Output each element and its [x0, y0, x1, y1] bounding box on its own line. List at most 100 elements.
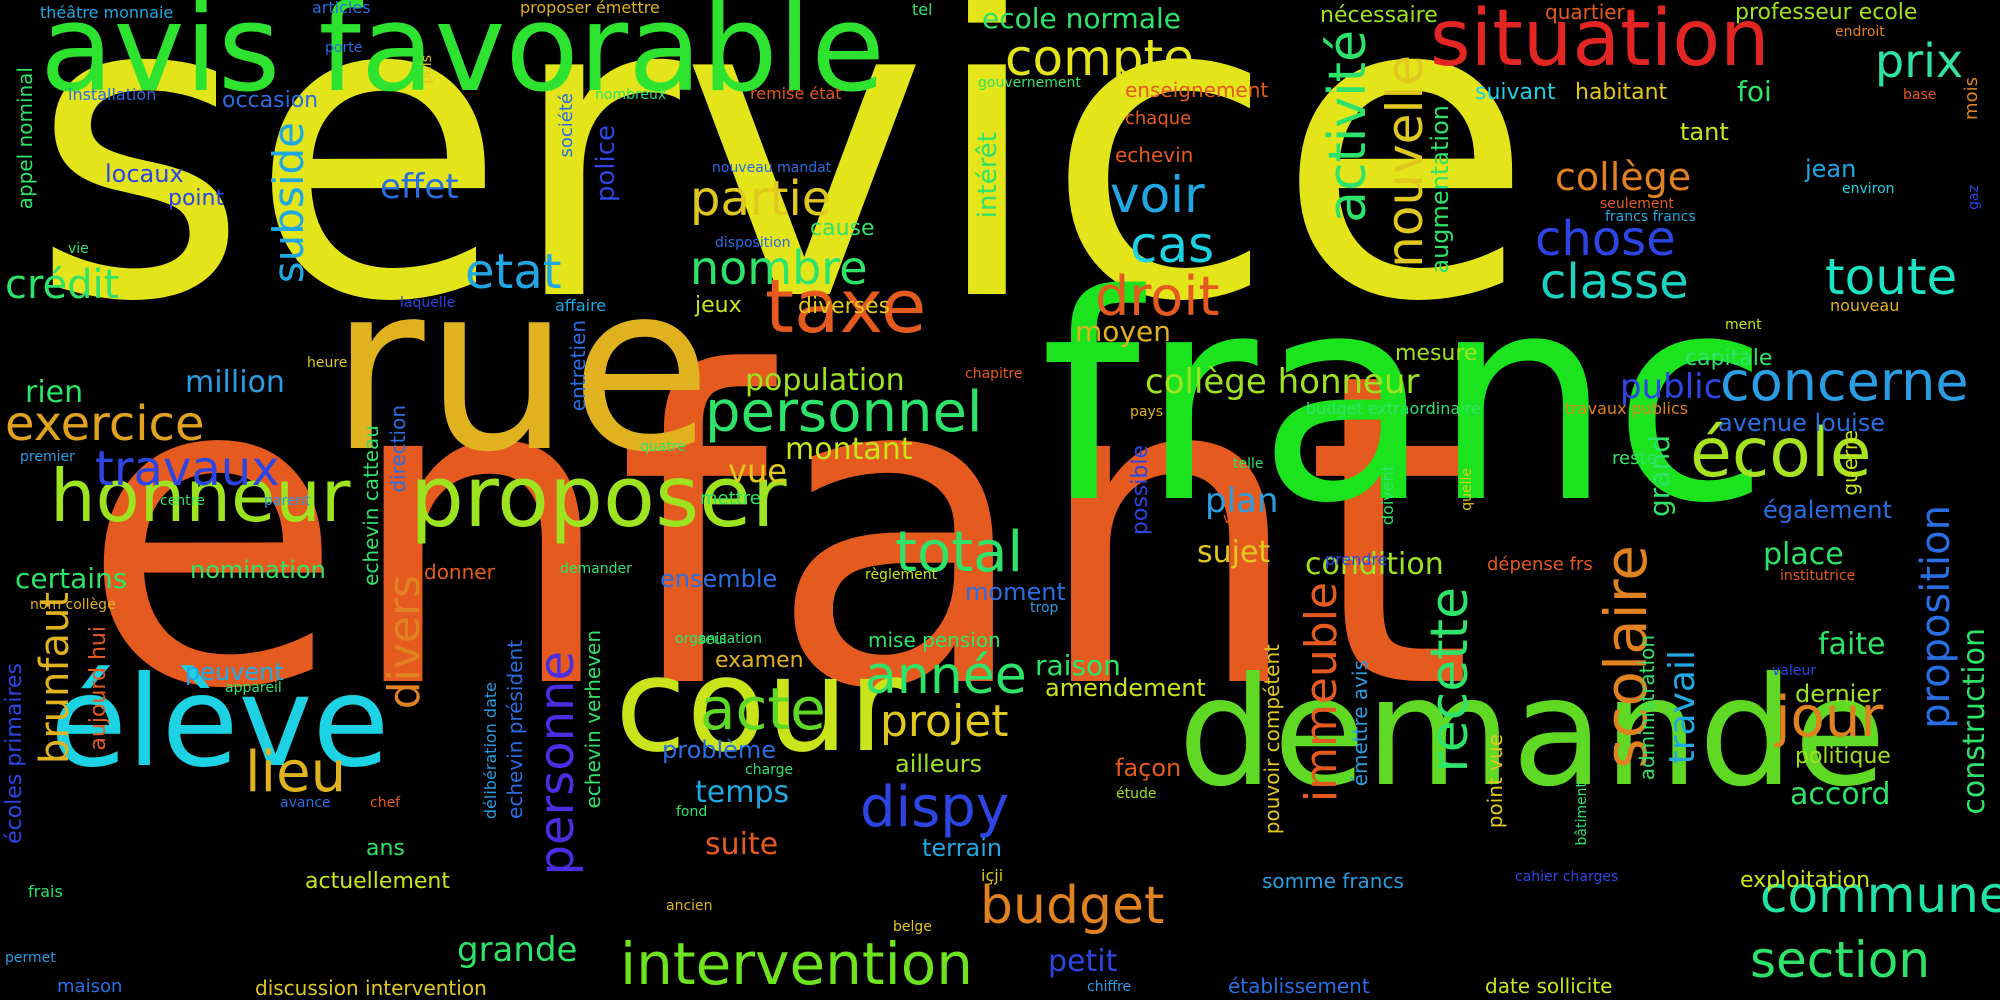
word-sujet: sujet [1197, 535, 1271, 570]
word-faite: faite [1818, 627, 1886, 662]
word-seul: seul [698, 632, 727, 648]
word-proposer: proposer [410, 448, 787, 547]
word-tel: tel [912, 0, 933, 19]
word-chiffre: chiffre [1087, 979, 1132, 995]
word-ans: ans [366, 836, 405, 861]
word-valeur: valeur [1772, 663, 1816, 679]
word-travaux: travaux [95, 441, 280, 497]
word-cahier-charges: cahier charges [1515, 869, 1619, 885]
word-nombreux: nombreux [595, 87, 667, 103]
word-pays: pays [1130, 404, 1164, 420]
word-cas: cas [1130, 216, 1215, 274]
word-proposer-émettre: proposer émettre [520, 0, 660, 17]
word-entretien: entretien [566, 320, 590, 412]
word-telle: telle [1233, 456, 1264, 472]
word-guerre: guerre [1838, 430, 1862, 496]
word-société: société [556, 93, 577, 158]
word-nom-collège: nom collège [30, 597, 116, 613]
word-ecole-normale: ecole normale [982, 2, 1181, 35]
word-année: année [865, 646, 1027, 706]
word-moyen: moyen [1075, 315, 1171, 348]
word-moment: moment [965, 578, 1066, 606]
word-gaz: gaz [1966, 185, 1982, 210]
word-rien: rien [25, 375, 84, 410]
word-règlement: règlement [865, 567, 938, 583]
word-affaire: affaire [555, 296, 607, 315]
word-dépense-frs: dépense frs [1487, 554, 1593, 575]
word-petit: petit [1048, 944, 1118, 979]
word-dernier: dernier [1795, 680, 1881, 708]
word-place: place [1763, 537, 1844, 572]
word-nomination: nomination [190, 556, 326, 584]
word-travail: travail [1662, 650, 1703, 765]
word-avis-favorable: avis favorable [40, 0, 885, 119]
word-avance: avance [280, 795, 331, 811]
word-remise-état: remise état [750, 84, 842, 103]
word-nombre: nombre [690, 241, 868, 295]
word-délibération-date: délibération date [481, 682, 500, 820]
word-ment: ment [1725, 317, 1762, 333]
word-également: également [1763, 496, 1892, 524]
word-mois: mois [1961, 77, 1982, 120]
word-echevin-président: echevin président [503, 640, 527, 819]
word-total: total [895, 520, 1024, 585]
word-discussion-intervention: discussion intervention [255, 976, 487, 1000]
word-population: population [745, 363, 905, 398]
word-diverses: diverses [798, 294, 891, 319]
word-toute: toute [1825, 248, 1958, 306]
word-commune: commune [1760, 866, 2000, 924]
word-chaque: chaque [1125, 108, 1192, 129]
word-nouvelle: nouvelle [1376, 55, 1434, 268]
word-peuvent: peuvent [185, 658, 284, 686]
word-pouvoir-compétent: pouvoir compétent [1260, 644, 1284, 835]
word-avenue-louise: avenue louise [1718, 409, 1885, 437]
word-jour: jour [1775, 685, 1884, 750]
word-capitale: capitale [1685, 346, 1773, 371]
word-partie: partie [690, 171, 832, 227]
word-public: public [1620, 367, 1723, 407]
word-francs-francs: francs francs [1605, 209, 1696, 225]
word-bâtiment: bâtiment [1574, 782, 1590, 846]
word-police: police [591, 125, 621, 203]
word-classe: classe [1540, 254, 1689, 310]
word-accord: accord [1790, 777, 1891, 812]
word-quartier: quartier [1545, 0, 1625, 24]
word-enseignement: enseignement [1125, 78, 1269, 102]
word-chose: chose [1535, 211, 1676, 267]
word-prix: prix [1875, 34, 1964, 88]
word-cause: cause [810, 216, 875, 241]
word-dispy: dispy [860, 775, 1009, 840]
word-aujourd-hui: aujourd hui [86, 626, 111, 751]
word-professeur-ecole: professeur ecole [1735, 0, 1918, 25]
word-activité: activité [1318, 30, 1378, 223]
word-administration: administration [1635, 635, 1659, 781]
word-locaux: locaux [105, 160, 184, 188]
word-tant: tant [1680, 118, 1729, 146]
word-possible: possible [1128, 445, 1153, 536]
word-ailleurs: ailleurs [895, 750, 983, 778]
word-frais: frais [28, 882, 63, 901]
word-puis: puis [419, 55, 435, 84]
word-acte: acte [700, 675, 826, 743]
word-quatre: quatre [640, 439, 686, 455]
word-demander: demander [560, 561, 632, 577]
word-grande: grande [457, 930, 578, 970]
word-point-vue: point vue [1483, 734, 1507, 829]
word-école: école [1690, 414, 1872, 493]
word-émettre-avis: émettre avis [1348, 660, 1372, 787]
word-condition: condition [1305, 547, 1444, 582]
word-chapitre: chapitre [965, 366, 1023, 382]
word-echevin-verheven: echevin verheven [581, 630, 605, 809]
word-examen: examen [715, 648, 804, 673]
word-théâtre-monnaie: théâtre monnaie [40, 3, 174, 22]
word-budget-extraordinaire: budget extraordinaire [1306, 399, 1481, 418]
word-endroit: endroit [1835, 24, 1885, 40]
word-recette: recette [1420, 587, 1480, 773]
word-section: section [1750, 931, 1931, 989]
word-jeux: jeux [695, 293, 742, 318]
word-nouveau-mandat: nouveau mandat [712, 160, 832, 176]
word-foi: foi [1737, 75, 1772, 108]
word-divers: divers [379, 575, 430, 710]
word-reste: reste [1612, 448, 1658, 469]
word-certains: certains [15, 562, 128, 595]
